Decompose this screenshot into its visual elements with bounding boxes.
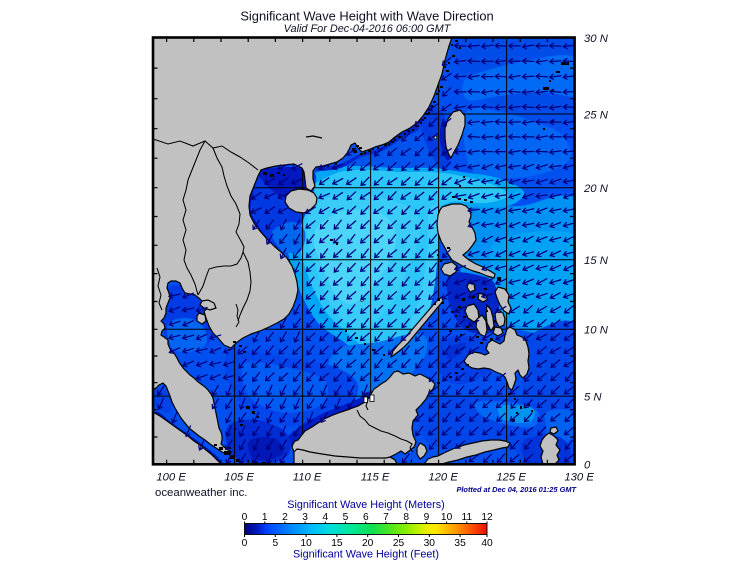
svg-text:Significant Wave Height (Meter: Significant Wave Height (Meters) [287, 499, 444, 511]
svg-text:Valid For Dec-04-2016 06:00 GM: Valid For Dec-04-2016 06:00 GMT [284, 23, 452, 35]
svg-text:11: 11 [462, 512, 473, 523]
svg-text:125 E: 125 E [496, 472, 526, 484]
svg-text:7: 7 [383, 512, 389, 523]
svg-text:130 E: 130 E [564, 472, 594, 484]
svg-text:6: 6 [363, 512, 369, 523]
svg-text:25 N: 25 N [583, 109, 609, 121]
svg-text:Significant Wave Height (Feet): Significant Wave Height (Feet) [293, 549, 439, 561]
svg-text:10 N: 10 N [584, 325, 609, 337]
svg-text:Significant Wave Height with W: Significant Wave Height with Wave Direct… [240, 9, 493, 24]
svg-text:Plotted at Dec 04, 2016 01:25: Plotted at Dec 04, 2016 01:25 GMT [456, 485, 577, 494]
svg-text:20: 20 [362, 538, 374, 549]
svg-text:12: 12 [481, 512, 493, 523]
svg-text:2: 2 [282, 512, 288, 523]
svg-text:1: 1 [262, 512, 268, 523]
svg-text:0: 0 [242, 512, 248, 523]
svg-text:35: 35 [454, 538, 466, 549]
svg-text:30: 30 [424, 538, 436, 549]
svg-text:10: 10 [300, 538, 312, 549]
svg-text:5: 5 [343, 512, 349, 523]
svg-text:9: 9 [424, 512, 430, 523]
svg-text:20 N: 20 N [583, 183, 609, 195]
svg-text:100 E: 100 E [156, 472, 186, 484]
svg-text:110 E: 110 E [293, 472, 322, 484]
svg-text:5: 5 [272, 538, 278, 549]
svg-text:4: 4 [322, 512, 328, 523]
svg-text:40: 40 [481, 538, 493, 549]
svg-text:25: 25 [393, 538, 405, 549]
svg-text:3: 3 [302, 512, 308, 523]
svg-text:15 N: 15 N [584, 255, 609, 267]
svg-text:10: 10 [441, 512, 453, 523]
svg-text:15: 15 [331, 538, 343, 549]
svg-text:120 E: 120 E [428, 472, 458, 484]
svg-text:0: 0 [242, 538, 248, 549]
svg-text:30 N: 30 N [584, 33, 609, 45]
svg-text:5 N: 5 N [584, 391, 602, 403]
svg-text:115 E: 115 E [361, 472, 390, 484]
svg-text:oceanweather inc.: oceanweather inc. [155, 487, 247, 499]
svg-text:8: 8 [403, 512, 409, 523]
svg-text:105 E: 105 E [224, 472, 254, 484]
svg-text:0: 0 [584, 460, 591, 472]
